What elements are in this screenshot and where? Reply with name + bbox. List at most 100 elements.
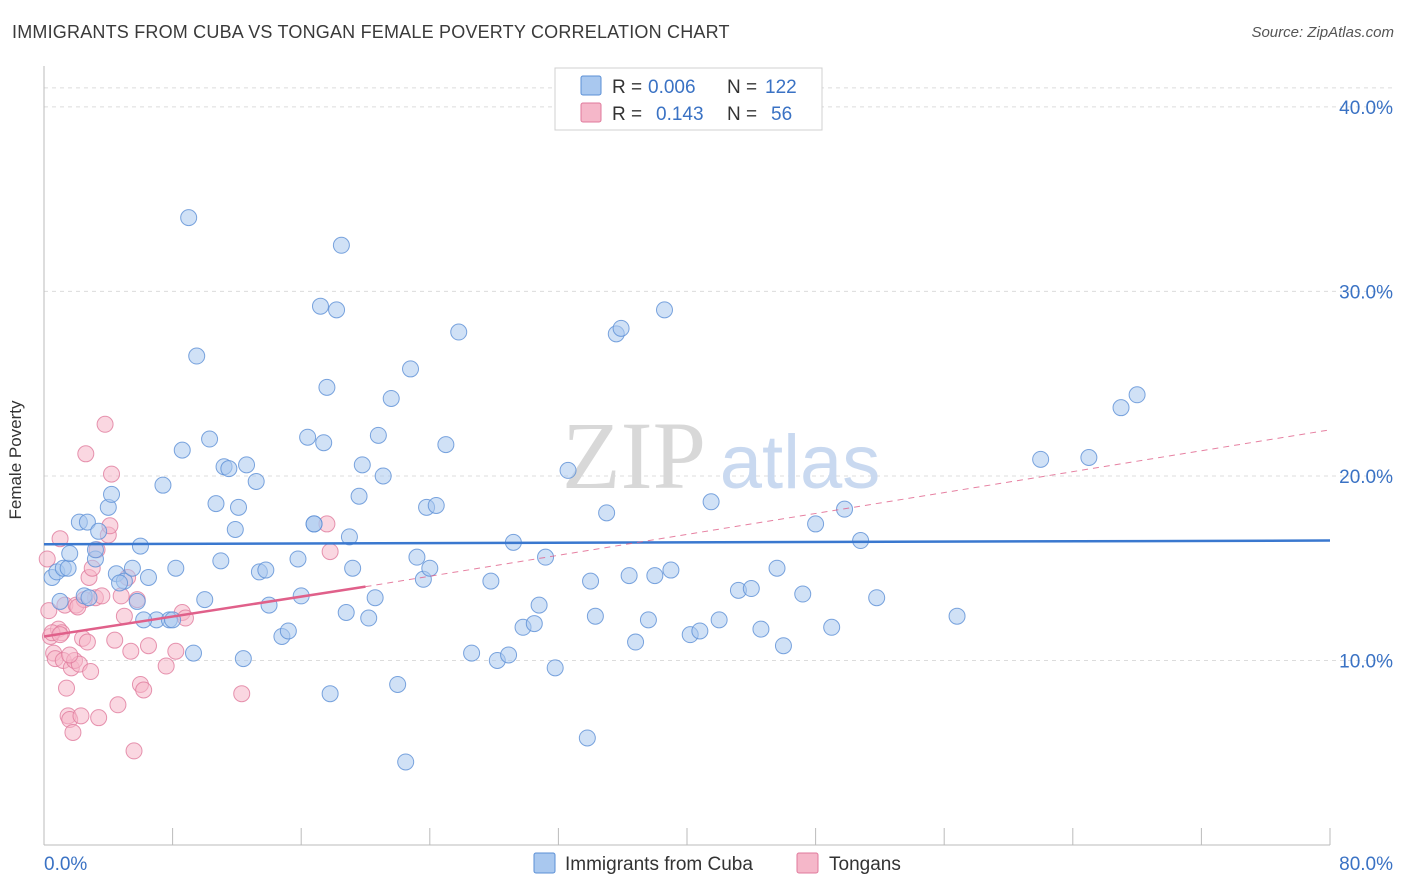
tongans-point-14 [64, 723, 82, 741]
cuba-point-80 [525, 615, 543, 633]
trendline-0 [43, 539, 1331, 546]
tongans-point-0 [38, 550, 56, 568]
cuba-point-83 [546, 659, 564, 677]
cuba-point-46 [299, 428, 317, 446]
cuba-point-121 [111, 574, 129, 592]
cuba-point-105 [774, 637, 792, 655]
y-tick-label-30: 30.0% [1339, 282, 1393, 303]
cuba-point-54 [337, 604, 355, 621]
tongans-point-36 [122, 642, 140, 660]
cuba-point-53 [332, 236, 350, 254]
cuba-point-102 [742, 580, 760, 598]
cuba-point-75 [482, 572, 500, 590]
tongans-point-26 [90, 709, 108, 727]
tongans-point-43 [167, 642, 185, 660]
legend-top: R = 0.006 N = 122 R = 0.143 N = 56 [554, 67, 823, 131]
cuba-point-52 [328, 301, 346, 319]
cuba-point-61 [369, 426, 387, 444]
cuba-point-10 [90, 522, 108, 540]
cuba-point-34 [226, 520, 244, 538]
grid-lines [44, 87, 1395, 661]
y-tick-label-20: 20.0% [1339, 467, 1393, 488]
legend-bottom-swatch-cuba [533, 852, 556, 874]
cuba-point-23 [167, 559, 185, 577]
trendlines [43, 429, 1331, 638]
chart-title: IMMIGRANTS FROM CUBA VS TONGAN FEMALE PO… [12, 22, 730, 42]
cuba-point-65 [397, 753, 415, 771]
cuba-point-26 [184, 644, 202, 662]
legend-top-n-label-0: N = [727, 77, 757, 98]
cuba-point-74 [463, 644, 481, 662]
cuba-point-94 [646, 567, 664, 585]
cuba-point-90 [612, 319, 630, 337]
cuba-point-73 [450, 323, 468, 341]
legend-top-n-label-1: N = [727, 104, 757, 125]
cuba-point-35 [230, 498, 248, 516]
cuba-point-59 [360, 609, 378, 627]
cuba-point-21 [154, 476, 172, 494]
cuba-point-120 [305, 515, 323, 533]
cuba-point-56 [344, 559, 362, 577]
x-tick-label-max: 80.0% [1339, 854, 1393, 875]
cuba-point-84 [559, 461, 577, 479]
tongans-point-30 [103, 465, 121, 483]
axes [43, 66, 1331, 846]
cuba-point-55 [340, 528, 358, 546]
watermark-zip: ZIP [562, 402, 706, 509]
cuba-point-88 [598, 504, 616, 522]
cuba-point-25 [180, 209, 198, 227]
cuba-point-13 [103, 485, 121, 503]
tongans-point-6 [51, 530, 69, 548]
legend-top-r-label-1: R = [612, 104, 642, 125]
cuba-point-67 [408, 548, 426, 566]
legend-top-r-value-0: 0.006 [648, 77, 696, 98]
cuba-point-28 [196, 591, 214, 609]
cuba-point-4 [59, 559, 77, 577]
cuba-point-93 [639, 611, 657, 629]
cuba-point-24 [173, 441, 191, 459]
tongans-point-20 [77, 445, 95, 463]
cuba-point-98 [691, 622, 709, 640]
cuba-point-37 [238, 456, 256, 474]
tongans-point-37 [125, 742, 143, 760]
cuba-point-5 [61, 544, 79, 562]
legend-top-swatch-tongans [580, 102, 602, 123]
cuba-point-77 [500, 646, 518, 664]
cuba-point-51 [321, 685, 339, 703]
cuba-point-103 [752, 620, 770, 638]
cuba-point-64 [389, 675, 407, 693]
cuba-point-16 [123, 559, 141, 577]
source-note: Source: ZipAtlas.com [1251, 24, 1394, 41]
cuba-point-71 [427, 496, 445, 514]
legend-bottom-label-tongans: Tongans [829, 854, 901, 875]
cuba-point-33 [220, 460, 238, 478]
tongans-point-34 [115, 607, 133, 625]
tongans-point-23 [82, 663, 100, 681]
tongans-point-42 [157, 657, 175, 675]
cuba-point-96 [662, 561, 680, 579]
cuba-point-81 [530, 596, 548, 614]
watermark: ZIP atlas [562, 402, 880, 509]
cuba-point-66 [402, 360, 420, 378]
cuba-point-40 [257, 561, 275, 579]
cuba-point-48 [311, 297, 329, 315]
legend-top-swatch-cuba [580, 75, 602, 96]
legend-bottom-label-cuba: Immigrants from Cuba [565, 854, 753, 875]
cuba-point-111 [868, 589, 886, 607]
cuba-point-115 [1128, 386, 1146, 404]
cuba-point-30 [207, 495, 225, 513]
cuba-point-63 [382, 389, 400, 407]
cuba-point-86 [582, 572, 600, 590]
tongans-point-21 [78, 633, 96, 651]
tongans-point-40 [135, 681, 153, 699]
watermark-atlas: atlas [720, 420, 881, 505]
cuba-point-91 [620, 567, 638, 585]
cuba-point-114 [1080, 449, 1098, 466]
cuba-point-92 [627, 633, 645, 651]
cuba-point-38 [247, 472, 265, 490]
cuba-point-8 [78, 513, 96, 531]
trendline-1 [43, 585, 366, 638]
legend-top-n-value-0: 122 [765, 77, 797, 98]
cuba-point-82 [537, 548, 555, 566]
